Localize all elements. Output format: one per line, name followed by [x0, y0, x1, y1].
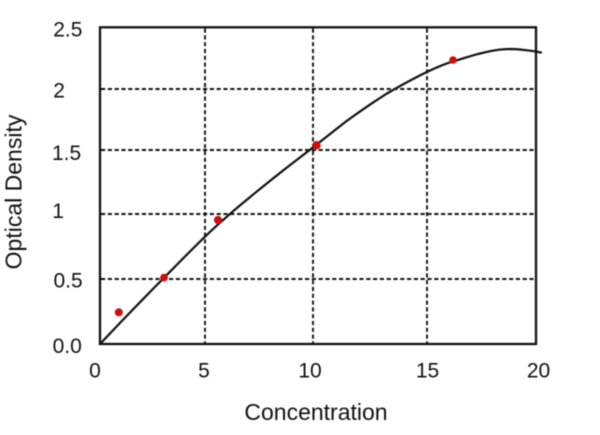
svg-text:Concentration: Concentration — [244, 399, 387, 425]
svg-text:2.5: 2.5 — [53, 19, 82, 42]
svg-text:0.0: 0.0 — [53, 335, 82, 358]
svg-text:Optical Density: Optical Density — [1, 114, 27, 269]
svg-text:20: 20 — [527, 360, 550, 383]
svg-text:10: 10 — [298, 360, 321, 383]
svg-text:0: 0 — [89, 360, 101, 383]
svg-text:15: 15 — [416, 360, 439, 383]
svg-text:1.5: 1.5 — [52, 142, 81, 165]
svg-text:0.5: 0.5 — [54, 270, 83, 293]
svg-text:5: 5 — [198, 360, 210, 383]
svg-text:1: 1 — [52, 200, 64, 223]
svg-text:2: 2 — [53, 80, 65, 103]
